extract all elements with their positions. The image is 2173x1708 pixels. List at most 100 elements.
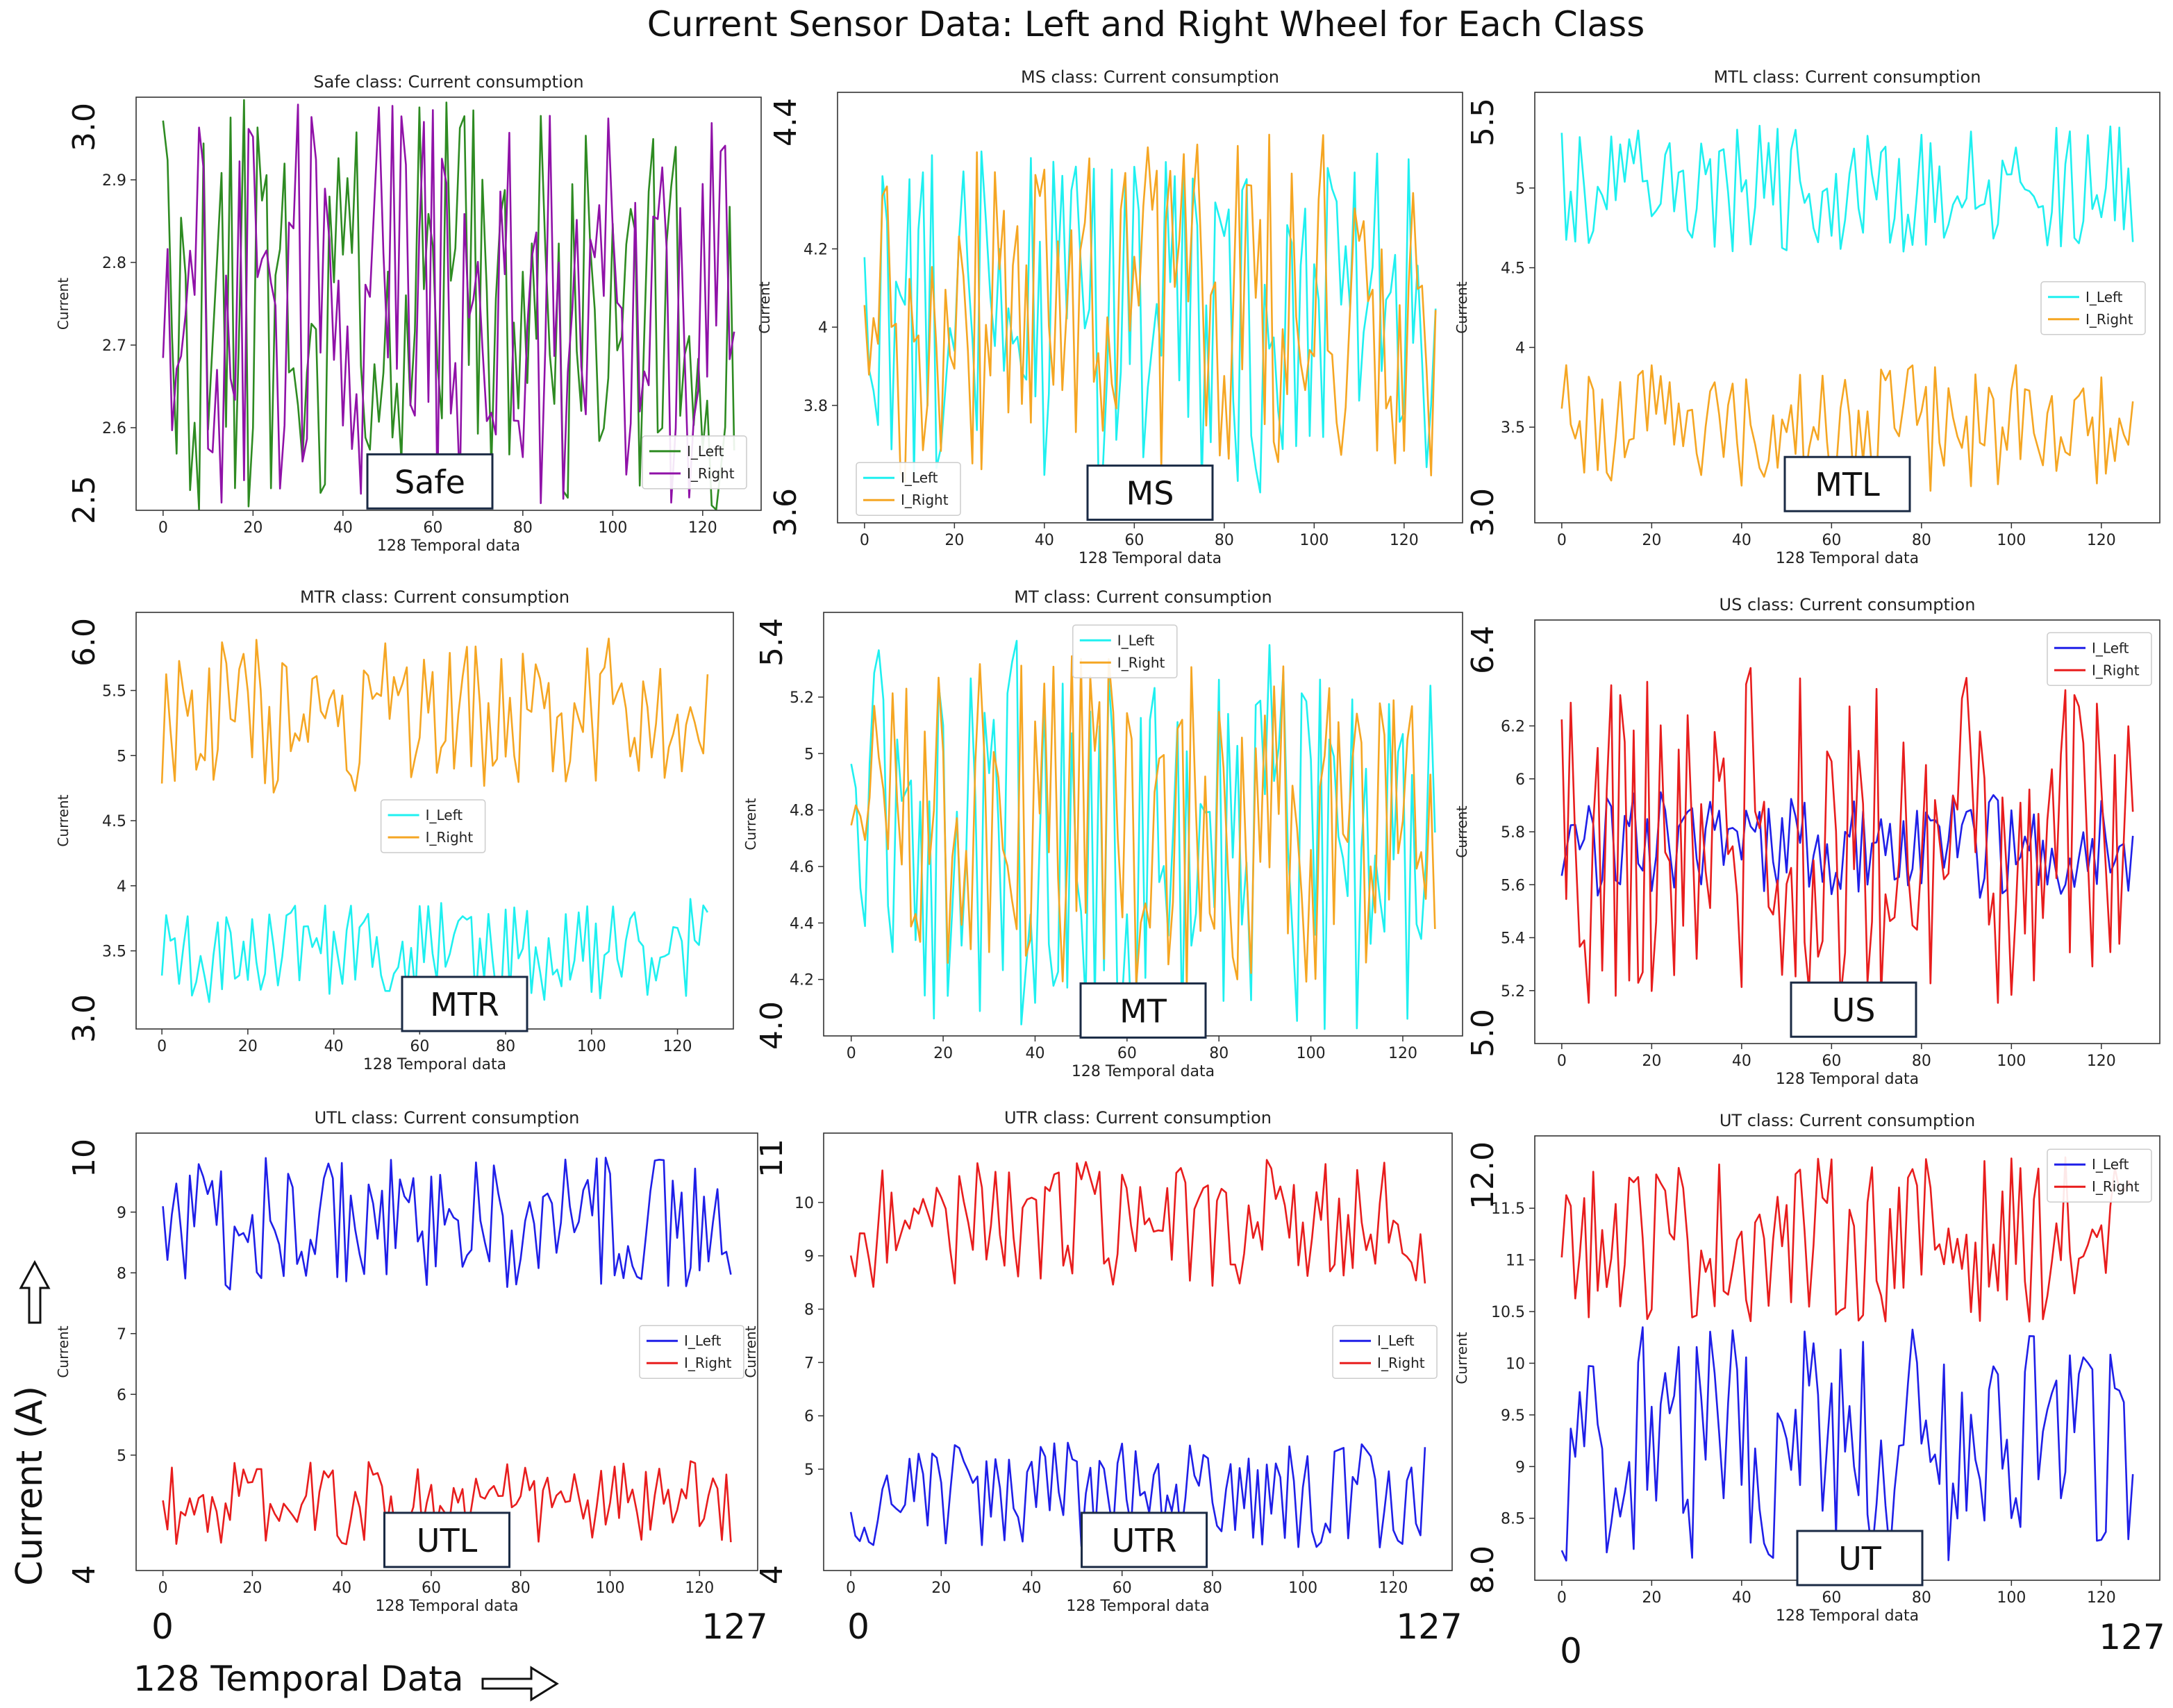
x-tick-label: 100 [577,1038,606,1055]
class-label-box [1079,982,1207,1039]
x-tick-label: 120 [685,1580,714,1597]
y-tick-label: 8 [117,1265,126,1282]
class-label: MT [1119,992,1167,1030]
class-label-box [383,1512,510,1568]
big-x-start: 0 [847,1607,869,1647]
series-line-i-right [1560,667,2134,1004]
class-label: UTR [1112,1522,1177,1559]
subplot-safe: Safe class: Current consumption 0 20 40 60 80… [55,72,762,555]
x-axis-label: 128 Temporal data [1776,550,1919,567]
class-label: MTL [1815,466,1880,503]
subplot-title: MS class: Current consumption [1021,67,1279,87]
legend: I_Left I_Right [1332,1325,1438,1379]
x-tick-label: 100 [598,519,627,537]
x-tick-label: 80 [513,519,533,537]
y-tick-label: 5.4 [1501,930,1525,948]
subplot-ms: MS class: Current consumption 0 20 40 60 80 10… [756,67,1463,567]
y-axis-label: Current [1454,805,1470,857]
x-tick-label: 20 [931,1580,951,1597]
y-tick-label: 5.2 [1501,983,1525,1000]
y-tick-label: 5 [1515,181,1525,198]
legend-label: I_Right [901,492,949,508]
legend: I_Left I_Right [642,435,747,489]
y-tick-label: 8.5 [1501,1511,1525,1528]
big-y-tick-top: 5.5 [1465,98,1501,146]
y-tick-label: 3.8 [804,398,828,415]
class-label-box [401,976,528,1032]
class-label-box [1796,1530,1924,1586]
subplot-ut: UT class: Current consumption 0 20 40 60 80 10… [1454,1111,2160,1625]
x-tick-label: 60 [1113,1580,1132,1597]
legend: I_Left I_Right [2047,1148,2152,1203]
x-tick-label: 100 [1288,1580,1317,1597]
y-tick-label: 2.6 [102,420,126,437]
y-axis-label: Current [1454,281,1470,333]
x-tick-label: 0 [846,1580,856,1597]
class-label-box [1783,455,1911,512]
x-tick-label: 60 [1117,1045,1137,1062]
x-tick-label: 40 [1732,1589,1751,1607]
y-tick-label: 4.4 [790,915,814,932]
class-label-box [1790,981,1917,1038]
legend-label: I_Left [687,443,724,460]
plot-frame [823,1132,1453,1571]
series-line-i-right [849,1159,1426,1288]
legend: I_Left I_Right [1072,624,1178,679]
y-tick-label: 5.5 [102,683,126,701]
x-tick-label: 0 [1557,1589,1567,1607]
x-tick-label: 60 [422,1580,441,1597]
big-y-tick-bottom: 8.0 [1465,1546,1501,1594]
x-tick-label: 120 [1379,1580,1408,1597]
x-tick-label: 80 [1209,1045,1229,1062]
legend: I_Left I_Right [856,462,961,516]
x-tick-label: 40 [1732,532,1751,549]
legend-box [639,1325,744,1379]
y-axis-label: Current [55,794,72,846]
plot-frame [1534,92,2160,524]
class-label: MTR [430,986,499,1023]
y-tick-label: 6 [804,1408,814,1425]
legend-label: I_Left [901,469,938,486]
y-tick-label: 9 [1515,1459,1525,1476]
y-axis-label: Current [756,281,773,333]
big-y-tick-bottom: 3.0 [1465,488,1501,537]
x-tick-label: 20 [944,532,964,549]
y-tick-label: 5 [804,746,814,763]
x-axis-label: 128 Temporal data [1066,1598,1209,1615]
series-line-i-left [850,639,1436,1035]
x-tick-label: 20 [1642,1053,1661,1070]
series-line-i-left [1560,1326,2134,1562]
big-y-tick-top: 6.4 [1465,626,1501,674]
y-tick-label: 5.2 [790,689,814,707]
y-tick-label: 6 [1515,771,1525,789]
legend: I_Left I_Right [2047,632,2152,687]
y-tick-label: 5 [117,748,126,765]
y-tick-label: 2.8 [102,255,126,272]
class-label-box [1086,464,1214,521]
series-line-i-left [849,1441,1426,1548]
up-arrow-icon [19,1259,51,1324]
big-y-tick-bottom: 4 [67,1565,102,1584]
y-tick-label: 10 [794,1195,814,1212]
big-y-tick-bottom: 3.0 [67,994,102,1043]
series-line-i-right [1560,364,2134,492]
class-label: Safe [394,463,465,501]
class-label-box [1081,1512,1208,1568]
x-tick-label: 40 [1732,1053,1751,1070]
series-line-i-right [850,655,1436,991]
legend-box [2047,632,2152,687]
big-y-tick-top: 12.0 [1465,1141,1501,1209]
x-tick-label: 20 [1642,532,1661,549]
legend-box [2040,281,2146,335]
legend-box [1072,624,1178,679]
x-tick-label: 120 [2087,1589,2116,1607]
subplot-title: MT class: Current consumption [1014,587,1272,607]
big-y-tick-top: 11 [754,1139,790,1178]
x-tick-label: 100 [1297,1045,1326,1062]
legend: I_Left I_Right [380,799,486,853]
x-tick-label: 120 [663,1038,692,1055]
x-tick-label: 60 [1822,1053,1841,1070]
x-tick-label: 40 [332,1580,351,1597]
